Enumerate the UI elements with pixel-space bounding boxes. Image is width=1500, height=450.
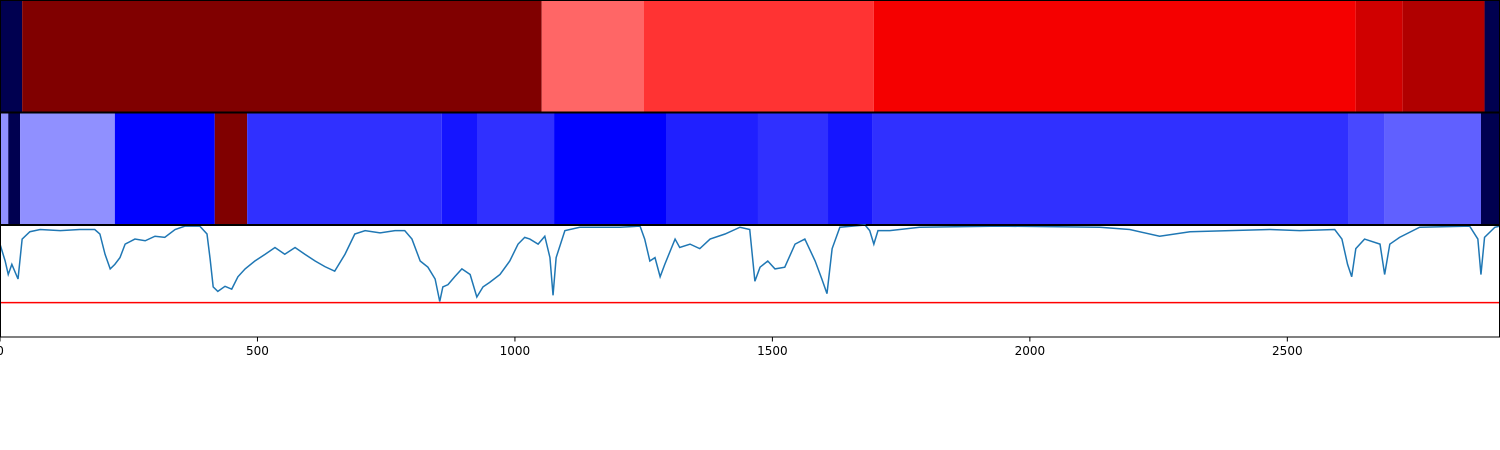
panel-frame [0, 225, 1500, 338]
segment [22, 0, 542, 113]
segment [1402, 0, 1485, 113]
segment [666, 112, 758, 225]
segment [541, 0, 644, 113]
segment [441, 112, 478, 225]
x-tick-label: 500 [246, 344, 269, 358]
segment [1348, 112, 1385, 225]
segment [0, 0, 23, 113]
x-tick-label: 2500 [1272, 344, 1303, 358]
segment [1355, 0, 1403, 113]
segment [873, 0, 1356, 113]
segment [477, 112, 555, 225]
segment [828, 112, 873, 225]
segment [20, 112, 115, 225]
segment [1484, 0, 1500, 113]
segment [0, 112, 9, 225]
data-line [0, 224, 1500, 302]
x-tick-label: 1500 [757, 344, 788, 358]
segment [214, 112, 248, 225]
segment [643, 0, 874, 113]
segment [247, 112, 442, 225]
segment [757, 112, 829, 225]
segment [872, 112, 1349, 225]
segment [8, 112, 21, 225]
segment [1384, 112, 1481, 225]
x-tick-label: 2000 [1015, 344, 1046, 358]
x-tick-label: 1000 [500, 344, 531, 358]
segment [1480, 112, 1500, 225]
segment [114, 112, 215, 225]
x-tick-label: 0 [0, 344, 4, 358]
segment [554, 112, 667, 225]
